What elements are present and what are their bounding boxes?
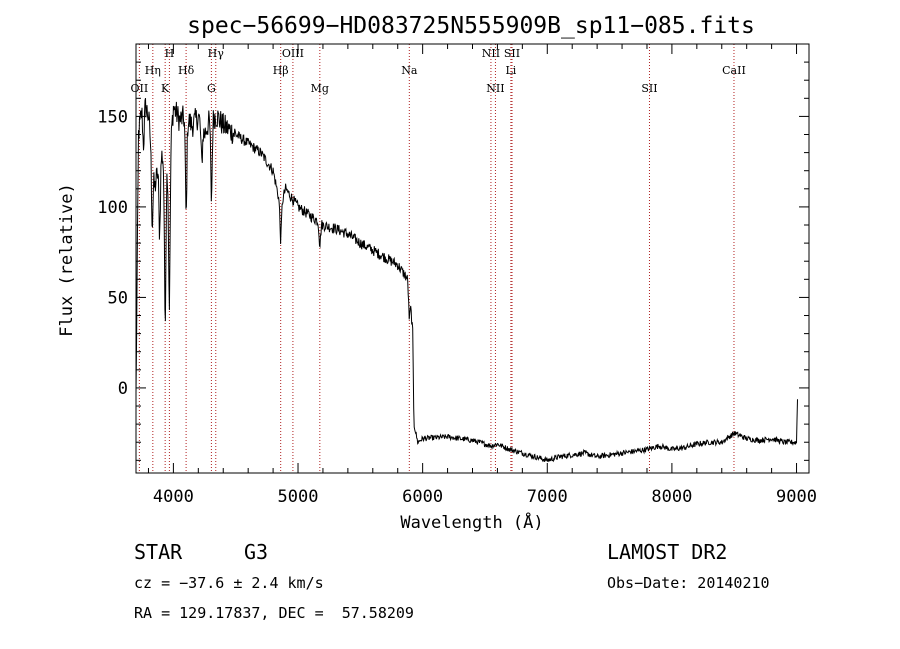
line-label-16: CaII <box>722 64 746 77</box>
x-axis-label: Wavelength (Å) <box>400 511 543 533</box>
y-tick-label-1: 50 <box>108 288 128 308</box>
line-label-5: Hγ <box>208 47 225 60</box>
x-tick-label-3: 7000 <box>527 487 568 507</box>
line-label-13: Li <box>505 64 516 77</box>
line-label-6: G <box>207 82 216 95</box>
line-label-9: Mg <box>311 82 329 95</box>
x-tick-label-4: 8000 <box>651 487 692 507</box>
ra-dec: RA = 129.17837, DEC = 57.58209 <box>134 604 414 622</box>
x-tick-label-2: 6000 <box>402 487 443 507</box>
y-axis-label: Flux (relative) <box>57 183 77 337</box>
chart-title: spec−56699−HD083725N555909B_sp11−085.fit… <box>187 13 755 39</box>
line-label-4: Hδ <box>178 64 195 77</box>
y-tick-label-0: 0 <box>118 379 128 399</box>
object-subclass: G3 <box>244 540 269 564</box>
line-label-3: K <box>161 82 170 95</box>
line-label-1: Hη <box>145 64 161 77</box>
line-label-14: SII <box>504 47 520 60</box>
obs-date: Obs−Date: 20140210 <box>607 574 770 592</box>
line-label-12: NII <box>486 82 504 95</box>
plot-frame <box>135 43 810 474</box>
line-label-2: H <box>165 47 175 60</box>
axis-ticks: 4000 5000 6000 7000 8000 9000 0 50 100 150 <box>97 44 817 507</box>
y-tick-label-2: 100 <box>97 198 128 218</box>
line-label-15: SII <box>641 82 657 95</box>
x-tick-label-1: 5000 <box>278 487 319 507</box>
x-tick-label-5: 9000 <box>776 487 817 507</box>
spectrum-line <box>135 97 798 463</box>
line-label-8: OIII <box>282 47 304 60</box>
line-label-10: Na <box>401 64 418 77</box>
x-tick-label-0: 4000 <box>153 487 194 507</box>
line-label-0: OII <box>131 82 149 95</box>
y-tick-label-3: 150 <box>97 107 128 127</box>
object-class: STAR <box>134 540 183 564</box>
line-label-7: Hβ <box>273 64 289 77</box>
redshift-cz: cz = −37.6 ± 2.4 km/s <box>134 574 324 592</box>
survey-name: LAMOST DR2 <box>607 540 728 564</box>
